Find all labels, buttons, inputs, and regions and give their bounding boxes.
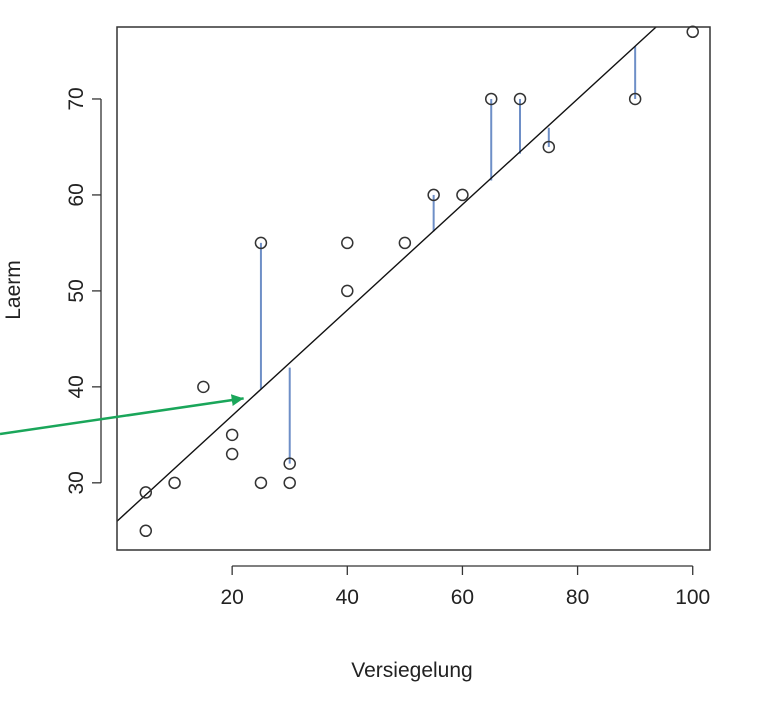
data-points bbox=[139, 25, 699, 538]
y-axis-title: Laerm bbox=[2, 260, 25, 320]
data-point bbox=[398, 236, 412, 250]
data-point bbox=[139, 524, 153, 538]
regression-line bbox=[116, 26, 657, 522]
data-point bbox=[542, 140, 556, 154]
y-tick-label: 50 bbox=[65, 279, 88, 302]
y-tick-label: 70 bbox=[65, 87, 88, 110]
data-point bbox=[139, 486, 153, 499]
x-tick-label: 40 bbox=[336, 586, 359, 609]
data-point bbox=[341, 236, 354, 250]
annotation-arrow bbox=[0, 394, 244, 436]
data-point bbox=[225, 428, 239, 442]
data-point bbox=[283, 476, 296, 490]
data-point bbox=[254, 476, 268, 490]
data-point bbox=[225, 447, 239, 461]
data-point bbox=[168, 476, 181, 490]
x-axis-title: Versiegelung bbox=[351, 659, 472, 682]
y-axis: 30 40 50 60 70 bbox=[65, 87, 102, 495]
data-point bbox=[197, 380, 210, 394]
data-point bbox=[427, 188, 440, 202]
y-tick-label: 60 bbox=[65, 183, 88, 206]
x-axis: 20 40 60 80 100 bbox=[220, 565, 710, 609]
data-point bbox=[283, 457, 296, 470]
data-point bbox=[456, 188, 469, 202]
y-tick-label: 30 bbox=[65, 471, 88, 494]
data-point bbox=[686, 25, 699, 39]
data-point bbox=[341, 284, 354, 298]
data-point bbox=[484, 92, 498, 106]
x-tick-label: 60 bbox=[451, 586, 474, 609]
plot-frame bbox=[116, 26, 711, 551]
residual-segments bbox=[259, 46, 637, 464]
regression-line-group bbox=[116, 26, 657, 522]
data-point bbox=[513, 92, 527, 106]
data-point bbox=[628, 92, 642, 106]
x-tick-label: 20 bbox=[220, 586, 243, 609]
x-tick-label: 100 bbox=[675, 586, 710, 609]
x-tick-label: 80 bbox=[566, 586, 589, 609]
y-tick-label: 40 bbox=[65, 375, 88, 398]
data-point bbox=[254, 236, 268, 250]
